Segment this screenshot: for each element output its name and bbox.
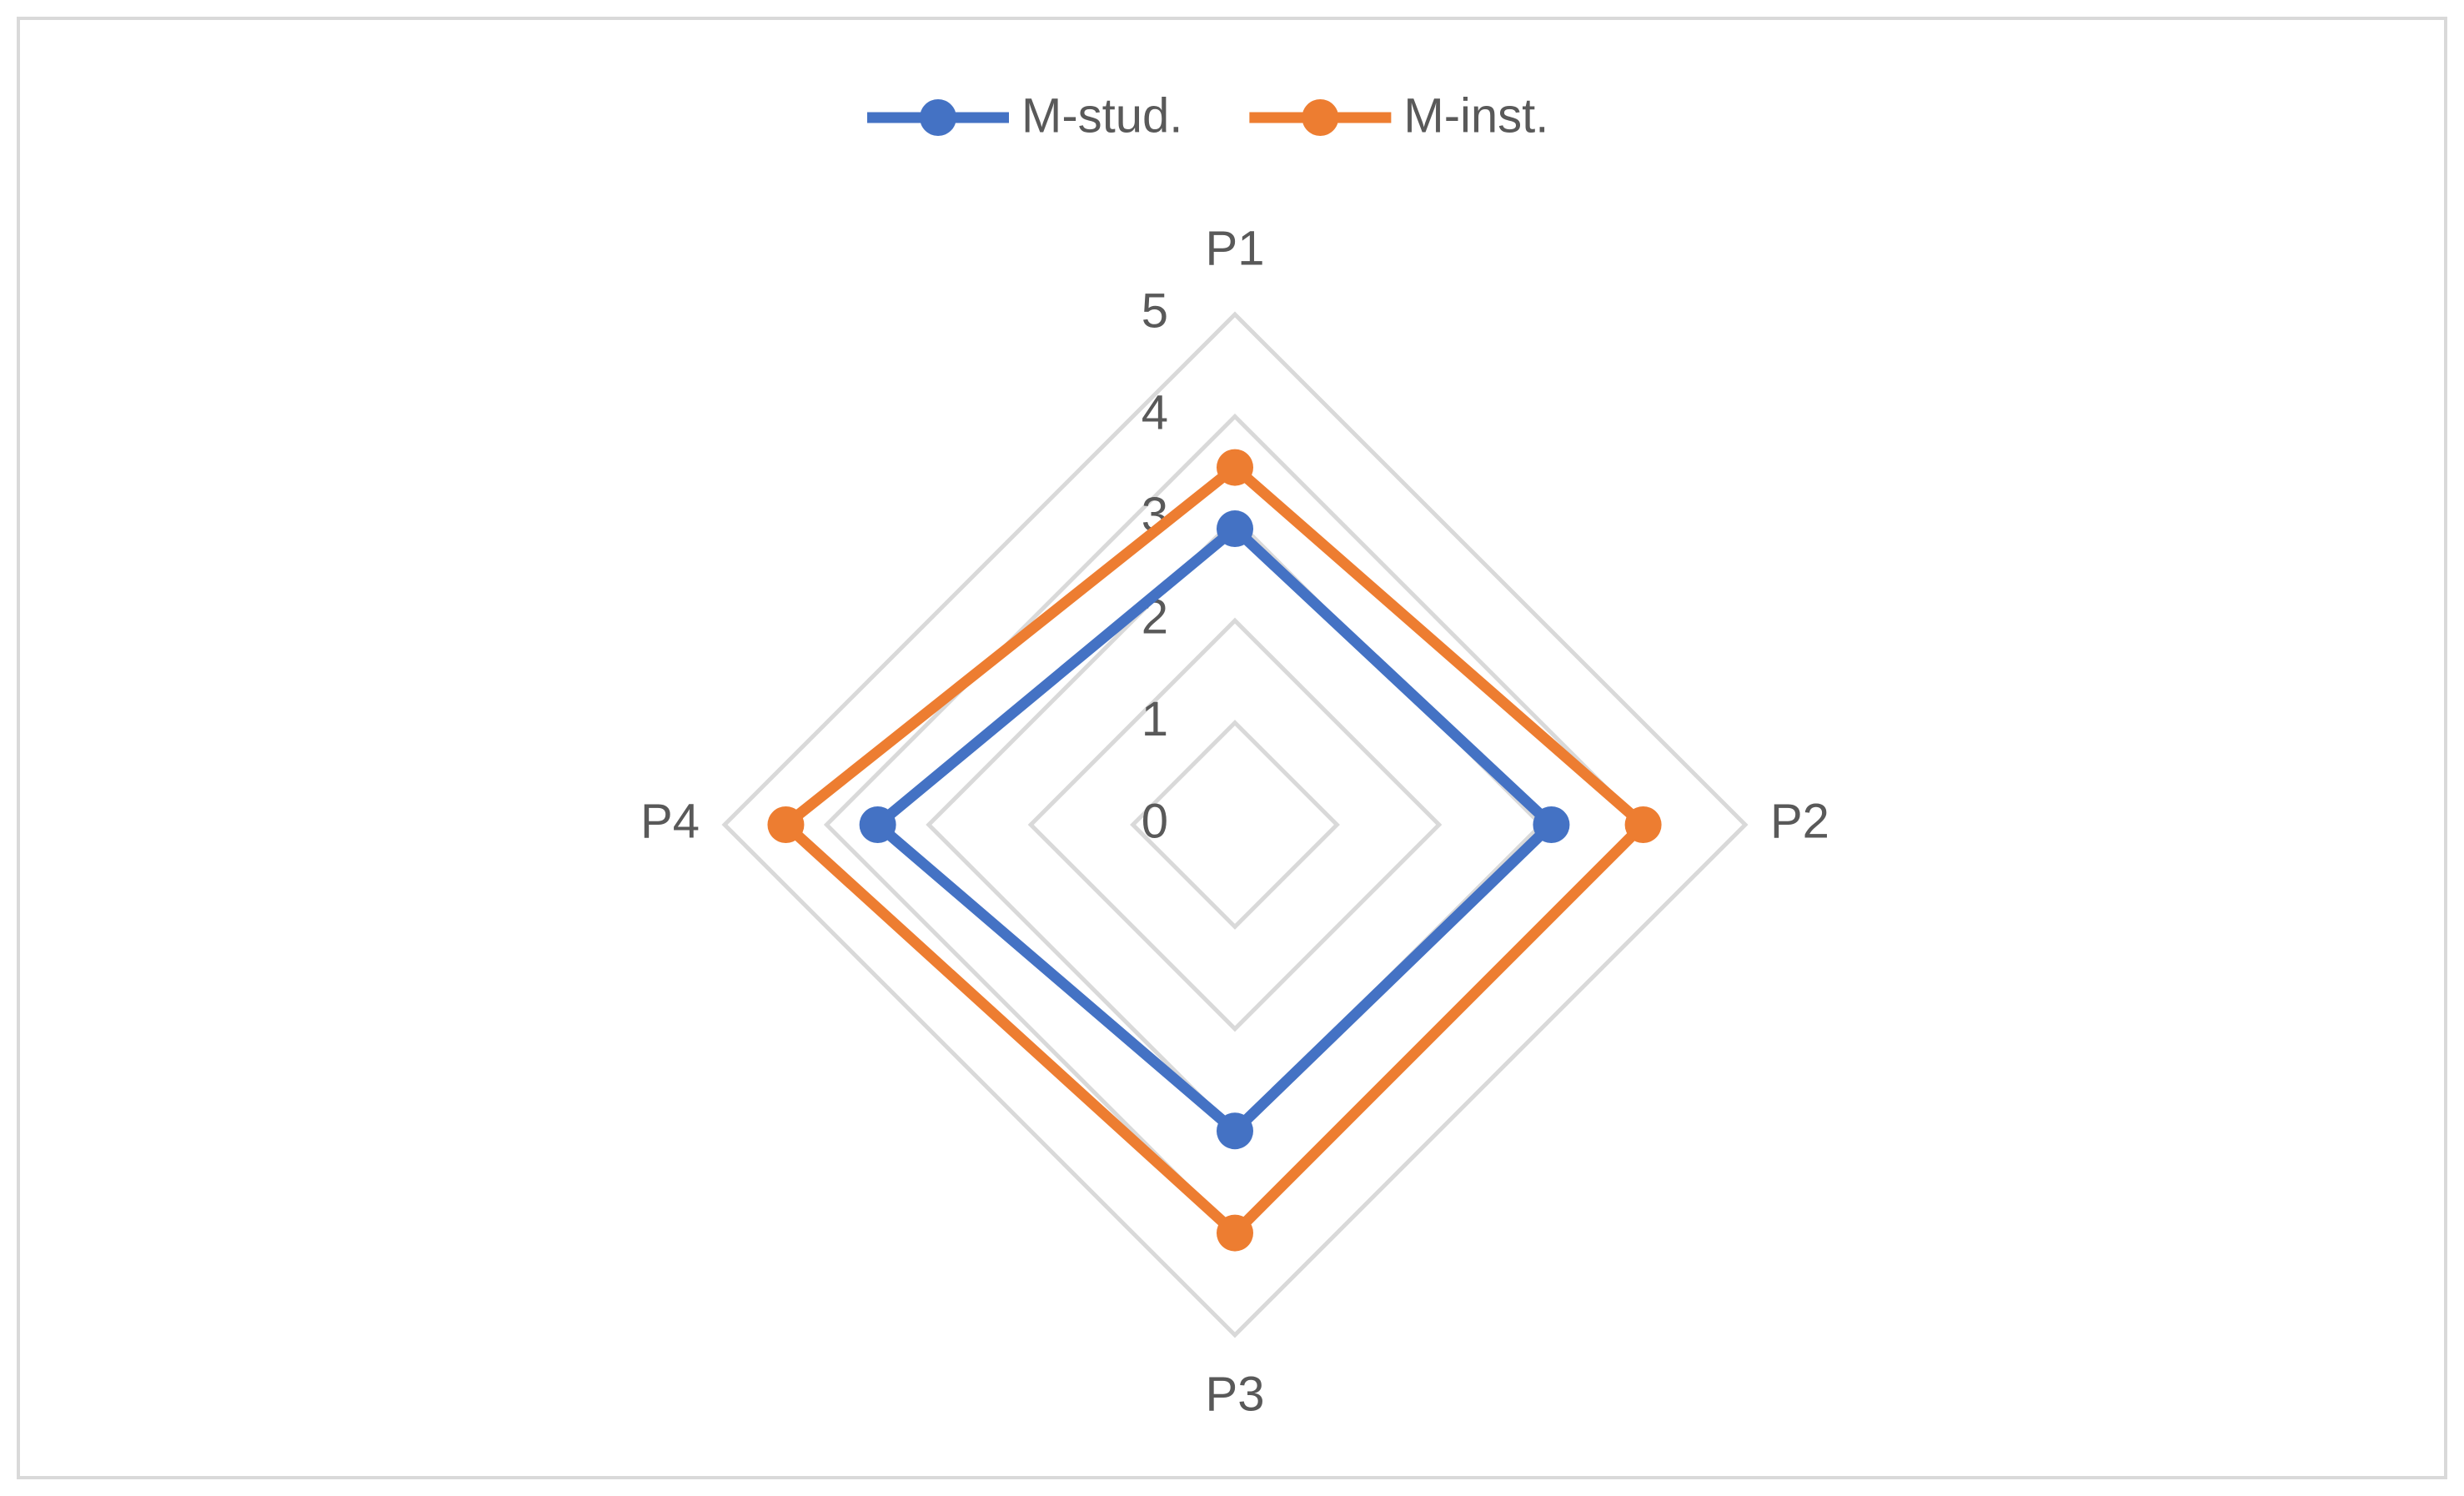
series-marker	[1624, 806, 1662, 843]
r-tick-label: 5	[1142, 284, 1168, 338]
r-tick-label: 4	[1142, 386, 1168, 440]
legend-marker	[920, 99, 956, 136]
category-label: P4	[640, 794, 700, 848]
series-marker	[1217, 449, 1253, 486]
series-marker	[1217, 1112, 1253, 1150]
series-marker	[1533, 806, 1570, 843]
category-label: P3	[1206, 1367, 1265, 1421]
legend-label: M-inst.	[1403, 88, 1548, 143]
r-tick-label: 0	[1142, 794, 1168, 848]
legend-marker	[1302, 99, 1339, 136]
series-marker	[1217, 1214, 1253, 1252]
grid-ring	[1027, 617, 1443, 1032]
series-marker	[767, 806, 805, 843]
legend-label: M-stud.	[1021, 88, 1182, 143]
grid-ring	[721, 311, 1749, 1338]
grid-ring	[1130, 720, 1340, 930]
category-label: P1	[1206, 221, 1265, 275]
series-marker	[859, 806, 896, 843]
category-label: P2	[1770, 794, 1829, 848]
series-marker	[1217, 510, 1253, 548]
r-tick-label: 1	[1142, 692, 1168, 746]
